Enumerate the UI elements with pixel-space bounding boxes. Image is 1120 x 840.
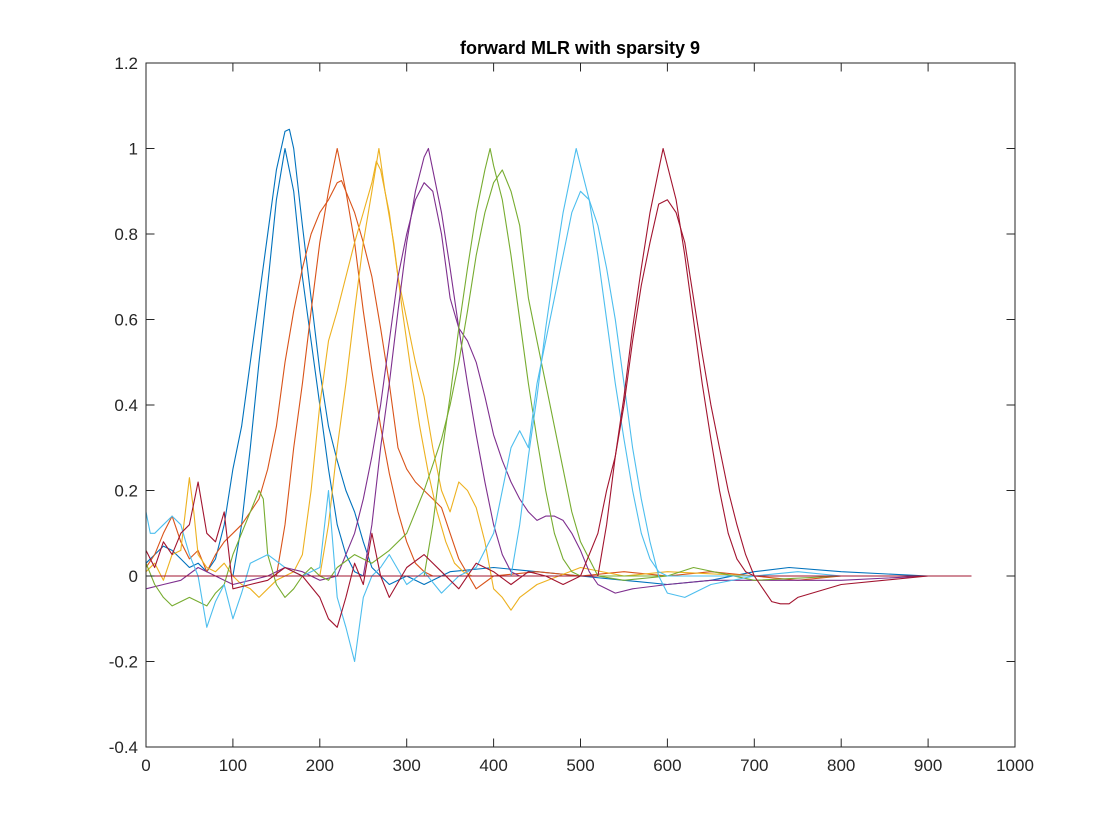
y-tick-labels: -0.4 -0.2 0 0.2 0.4 0.6 0.8 1 1.2 [109, 54, 138, 757]
series-layer [145, 128, 972, 663]
y-tick-label: 0.2 [114, 482, 138, 501]
x-tick-label: 700 [740, 756, 768, 775]
y-tick-label: 1 [129, 140, 138, 159]
x-tick-label: 200 [306, 756, 334, 775]
y-tick-label: 0.6 [114, 311, 138, 330]
series-line-13-target [146, 147, 972, 577]
x-tick-label: 600 [653, 756, 681, 775]
tick-layer [145, 62, 1016, 748]
y-tick-label: 0 [129, 567, 138, 586]
y-tick-label: -0.2 [109, 653, 138, 672]
chart-title: forward MLR with sparsity 9 [460, 38, 700, 58]
x-tick-label: 800 [827, 756, 855, 775]
series-line-14-estimate [145, 199, 972, 628]
x-tick-label: 0 [141, 756, 150, 775]
y-tick-label: 0.4 [114, 396, 138, 415]
series-line-11-target [146, 147, 972, 577]
x-tick-label: 100 [219, 756, 247, 775]
x-tick-label: 300 [393, 756, 421, 775]
series-line-4-estimate [145, 180, 972, 590]
y-tick-label: 0.8 [114, 225, 138, 244]
x-tick-label: 1000 [996, 756, 1034, 775]
series-line-9-target [146, 147, 972, 577]
x-tick-labels: 0 100 200 300 400 500 600 700 800 900 1000 [141, 756, 1034, 775]
x-tick-label: 900 [914, 756, 942, 775]
y-tick-label: 1.2 [114, 54, 138, 73]
series-line-6-estimate [145, 160, 972, 611]
series-line-7-target [146, 147, 972, 577]
series-line-10-estimate [145, 169, 972, 607]
series-line-12-estimate [145, 190, 972, 663]
x-tick-label: 500 [566, 756, 594, 775]
y-tick-label: -0.4 [109, 738, 138, 757]
x-tick-label: 400 [479, 756, 507, 775]
